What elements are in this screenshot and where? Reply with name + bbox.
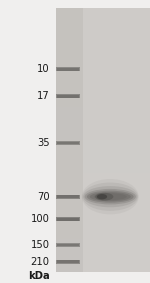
Bar (56, 8, 150, 41)
Bar (57, 260, 79, 263)
Ellipse shape (82, 183, 138, 211)
Bar (56, 94, 80, 98)
Bar (56, 107, 150, 140)
Bar (56, 8, 82, 272)
Ellipse shape (97, 194, 107, 199)
Bar (56, 260, 80, 264)
Bar (56, 239, 150, 272)
Bar (56, 195, 80, 199)
Text: 150: 150 (30, 240, 50, 250)
Bar (56, 206, 150, 239)
Bar (57, 68, 79, 71)
Text: 10: 10 (37, 64, 50, 74)
Bar (56, 74, 150, 107)
Bar (82, 8, 150, 272)
Bar (56, 140, 150, 173)
Bar (56, 243, 80, 246)
Bar (57, 218, 79, 221)
Ellipse shape (87, 191, 134, 203)
Bar (57, 243, 79, 246)
Text: 35: 35 (37, 138, 50, 148)
Bar (56, 141, 80, 145)
Text: 17: 17 (37, 91, 50, 101)
Ellipse shape (82, 179, 139, 215)
Bar (56, 173, 150, 206)
Text: 100: 100 (31, 214, 50, 224)
Bar (57, 95, 79, 98)
Text: 70: 70 (37, 192, 50, 202)
Bar (56, 41, 150, 74)
Ellipse shape (95, 193, 113, 201)
Bar (56, 67, 80, 71)
Bar (57, 195, 79, 198)
Ellipse shape (83, 186, 137, 207)
Ellipse shape (94, 193, 127, 200)
Text: 210: 210 (30, 257, 50, 267)
Bar (57, 142, 79, 144)
Ellipse shape (85, 189, 136, 204)
Text: kDa: kDa (28, 271, 50, 281)
Bar (56, 217, 80, 221)
Ellipse shape (90, 192, 131, 201)
